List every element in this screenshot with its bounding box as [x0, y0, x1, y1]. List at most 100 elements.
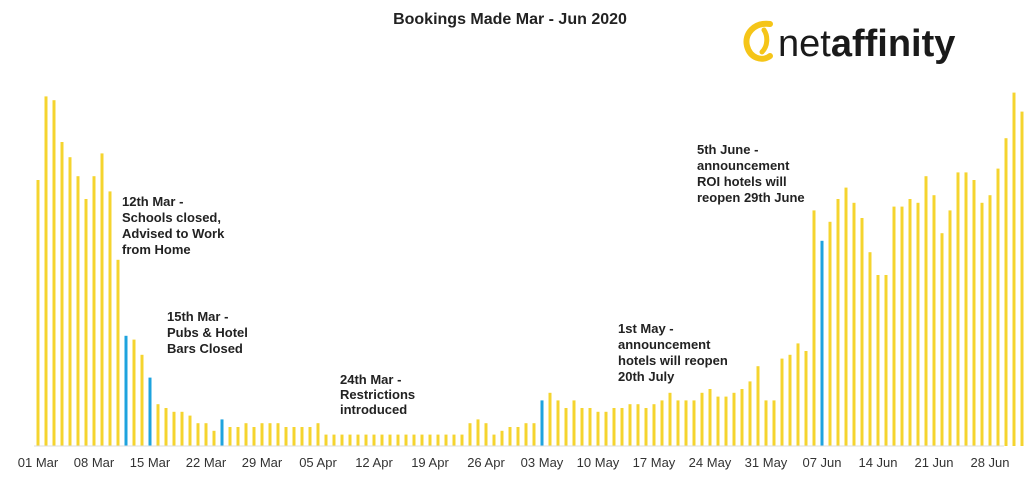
- x-tick-label: 26 Apr: [467, 455, 505, 470]
- bar: [204, 423, 208, 446]
- bar: [340, 434, 344, 446]
- bar: [612, 408, 616, 446]
- bar: [572, 400, 576, 446]
- bar: [580, 408, 584, 446]
- bar: [188, 415, 192, 446]
- bar: [332, 434, 336, 446]
- bar: [36, 180, 40, 446]
- bar: [748, 381, 752, 446]
- annotation-line: 1st May -: [618, 321, 674, 336]
- x-tick-label: 24 May: [689, 455, 732, 470]
- bar: [324, 434, 328, 446]
- bar: [996, 168, 1000, 446]
- bar: [564, 408, 568, 446]
- bar: [420, 434, 424, 446]
- bar: [308, 427, 312, 446]
- bar: [468, 423, 472, 446]
- bar: [732, 392, 736, 446]
- annotation-line: announcement: [697, 158, 790, 173]
- bar: [980, 202, 984, 446]
- bar: [116, 259, 120, 446]
- bar: [740, 389, 744, 446]
- bar: [652, 404, 656, 446]
- bar: [628, 404, 632, 446]
- bar: [660, 400, 664, 446]
- x-tick-label: 21 Jun: [914, 455, 953, 470]
- bar: [444, 434, 448, 446]
- x-tick-label: 29 Mar: [242, 455, 283, 470]
- bar: [988, 195, 992, 446]
- bar: [428, 434, 432, 446]
- bar: [868, 252, 872, 446]
- bar: [700, 392, 704, 446]
- bar: [916, 202, 920, 446]
- bar: [780, 358, 784, 446]
- logo-text-regular: net: [778, 23, 831, 65]
- annotation-line: reopen 29th June: [697, 190, 805, 205]
- bar: [684, 400, 688, 446]
- bar: [548, 392, 552, 446]
- bar: [1004, 138, 1008, 446]
- annotation-5-june: 5th June - announcement ROI hotels will …: [697, 142, 805, 205]
- bar: [196, 423, 200, 446]
- bar: [252, 427, 256, 446]
- bar: [724, 396, 728, 446]
- x-axis-ticks: 01 Mar 08 Mar 15 Mar 22 Mar 29 Mar 05 Apr 12 A…: [18, 455, 1010, 470]
- x-tick-label: 12 Apr: [355, 455, 393, 470]
- bar: [596, 411, 600, 446]
- annotation-line: hotels will reopen: [618, 353, 728, 368]
- bar: [1012, 92, 1016, 446]
- x-tick-label: 17 May: [633, 455, 676, 470]
- bar: [772, 400, 776, 446]
- bar: [100, 153, 104, 446]
- x-tick-label: 31 May: [745, 455, 788, 470]
- annotation-line: Pubs & Hotel: [167, 325, 248, 340]
- bar: [932, 195, 936, 446]
- netaffinity-logo: netaffinity: [743, 20, 955, 65]
- bar: [108, 191, 112, 446]
- annotation-line: announcement: [618, 337, 711, 352]
- bar: [972, 180, 976, 446]
- annotation-line: ROI hotels will: [697, 174, 787, 189]
- bar: [540, 400, 544, 446]
- annotation-line: Advised to Work: [122, 226, 225, 241]
- bar: [228, 427, 232, 446]
- annotation-12-mar: 12th Mar - Schools closed, Advised to Wo…: [122, 194, 225, 257]
- x-tick-label: 14 Jun: [858, 455, 897, 470]
- bar: [276, 423, 280, 446]
- annotation-line: 15th Mar -: [167, 309, 228, 324]
- bar: [68, 157, 72, 446]
- bar: [220, 419, 224, 446]
- bar: [476, 419, 480, 446]
- bar: [524, 423, 528, 446]
- bar: [876, 275, 880, 446]
- bar: [52, 100, 56, 446]
- bar: [316, 423, 320, 446]
- bar: [60, 142, 64, 446]
- x-tick-label: 28 Jun: [970, 455, 1009, 470]
- bar: [604, 411, 608, 446]
- bar: [844, 187, 848, 446]
- bar: [140, 354, 144, 446]
- bar: [716, 396, 720, 446]
- bar: [820, 240, 824, 446]
- bar: [668, 392, 672, 446]
- bar: [796, 343, 800, 446]
- bar: [892, 206, 896, 446]
- bar: [436, 434, 440, 446]
- annotation-line: introduced: [340, 402, 407, 417]
- bar: [380, 434, 384, 446]
- bar: [764, 400, 768, 446]
- bar: [900, 206, 904, 446]
- x-tick-label: 05 Apr: [299, 455, 337, 470]
- bar: [676, 400, 680, 446]
- bar: [236, 427, 240, 446]
- bar: [708, 389, 712, 446]
- bar: [124, 335, 128, 446]
- bar: [284, 427, 288, 446]
- bar: [148, 377, 152, 446]
- annotation-line: 20th July: [618, 369, 675, 384]
- bar: [692, 400, 696, 446]
- annotation-15-mar: 15th Mar - Pubs & Hotel Bars Closed: [167, 309, 248, 356]
